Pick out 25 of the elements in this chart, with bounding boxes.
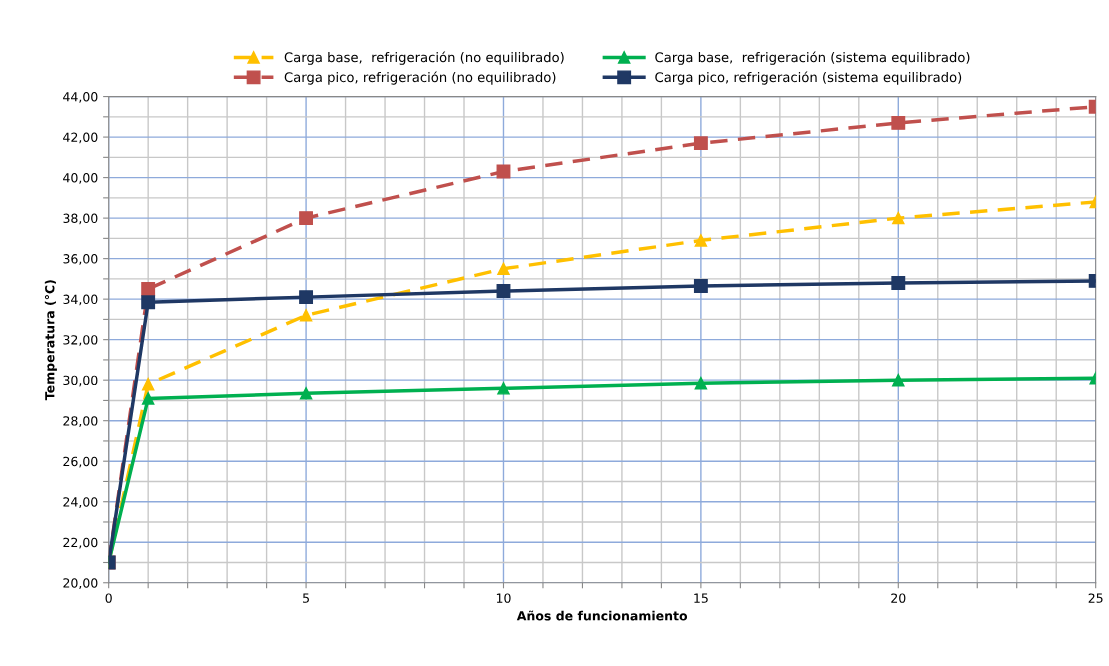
y-tick-label: 40,00 [63, 173, 98, 184]
y-tick-label: 32,00 [63, 335, 98, 346]
x-tick-label: 10 [496, 593, 511, 603]
y-tick-label: 36,00 [63, 254, 98, 265]
y-tick-label: 20,00 [63, 578, 98, 589]
x-tick-label: 15 [694, 593, 708, 603]
y-tick-label: 26,00 [63, 456, 98, 468]
y-tick-label: 34,00 [63, 294, 98, 306]
y-tick-label: 28,00 [63, 416, 98, 427]
legend-label: Carga pico, refrigeración (no equilibrado) [284, 71, 556, 85]
y-tick-label: 30,00 [63, 375, 98, 387]
y-tick-label: 24,00 [63, 497, 98, 508]
legend-label: Carga base, refrigeración (no equilibrado) [284, 51, 564, 65]
y-tick-label: 42,00 [63, 132, 98, 144]
y-tick-label: 44,00 [63, 92, 98, 103]
x-tick-label: 20 [891, 593, 906, 603]
y-tick-label: 38,00 [63, 213, 98, 225]
x-tick-label: 0 [105, 593, 112, 603]
y-axis-title: Temperatura (°C) [44, 280, 57, 401]
x-axis-title: Años de funcionamiento [516, 610, 688, 621]
legend-label: Carga pico, refrigeración (sistema equilibrado) [655, 71, 962, 85]
x-tick-label: 5 [303, 593, 309, 603]
y-tick-label: 22,00 [63, 537, 98, 549]
x-tick-label: 25 [1088, 593, 1103, 603]
legend-label: Carga base, refrigeración (sistema equilibrado) [655, 51, 970, 65]
